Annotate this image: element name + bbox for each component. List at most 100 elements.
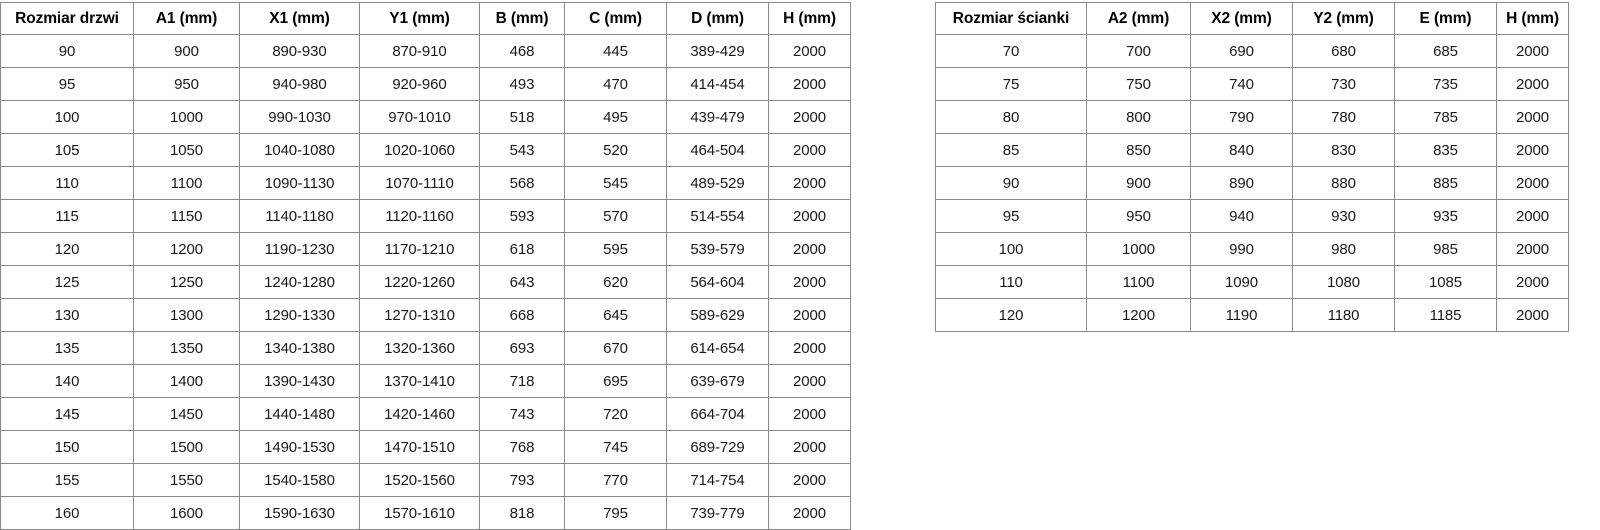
wall-size-cell: 70 [935,34,1087,68]
door-table-body: 90 900 890-930 870-910 468 445 389-429 2000 95 95… [0,34,851,530]
table-cell: 568 [479,166,565,200]
table-cell: 614-654 [666,331,769,365]
table-row: 95 950 940-980 920-960 493 470 414-454 2000 [0,67,851,101]
table-cell: 1350 [133,331,240,365]
table-cell: 1080 [1292,265,1395,299]
wall-size-cell: 80 [935,100,1087,134]
table-cell: 543 [479,133,565,167]
door-size-cell: 110 [0,166,134,200]
table-cell: 1300 [133,298,240,332]
table-cell: 785 [1394,100,1497,134]
table-cell: 2000 [768,430,851,464]
table-cell: 2000 [768,364,851,398]
table-cell: 930 [1292,199,1395,233]
door-size-cell: 150 [0,430,134,464]
table-row: 110 1100 1090 1080 1085 2000 [935,265,1569,299]
table-cell: 2000 [768,67,851,101]
table-cell: 439-479 [666,100,769,134]
wall-size-cell: 110 [935,265,1087,299]
door-size-cell: 95 [0,67,134,101]
door-size-cell: 90 [0,34,134,68]
table-cell: 1570-1610 [359,496,480,530]
table-row: 105 1050 1040-1080 1020-1060 543 520 464-504 20… [0,133,851,167]
table-cell: 985 [1394,232,1497,266]
table-cell: 739-779 [666,496,769,530]
table-cell: 1600 [133,496,240,530]
table-cell: 1085 [1394,265,1497,299]
door-column-header: X1 (mm) [239,2,360,35]
table-cell: 885 [1394,166,1497,200]
table-cell: 935 [1394,199,1497,233]
table-cell: 464-504 [666,133,769,167]
table-cell: 1540-1580 [239,463,360,497]
table-cell: 468 [479,34,565,68]
table-row: 160 1600 1590-1630 1570-1610 818 795 739-779 20… [0,496,851,530]
table-header-row: Rozmiar drzwi A1 (mm) X1 (mm) Y1 (mm) B (mm)… [0,2,851,35]
table-cell: 718 [479,364,565,398]
table-cell: 850 [1086,133,1191,167]
table-cell: 1400 [133,364,240,398]
table-cell: 1470-1510 [359,430,480,464]
table-cell: 1440-1480 [239,397,360,431]
door-size-cell: 115 [0,199,134,233]
table-cell: 890-930 [239,34,360,68]
table-row: 100 1000 990-1030 970-1010 518 495 439-479 2000 [0,100,851,134]
table-cell: 493 [479,67,565,101]
table-row: 115 1150 1140-1180 1120-1160 593 570 514-554 20… [0,199,851,233]
table-cell: 790 [1190,100,1293,134]
table-cell: 818 [479,496,565,530]
table-cell: 693 [479,331,565,365]
table-cell: 489-529 [666,166,769,200]
table-cell: 735 [1394,67,1497,101]
wall-column-header: A2 (mm) [1086,2,1191,35]
table-cell: 1520-1560 [359,463,480,497]
table-cell: 1180 [1292,298,1395,332]
table-cell: 2000 [768,496,851,530]
table-cell: 880 [1292,166,1395,200]
table-cell: 743 [479,397,565,431]
table-cell: 1220-1260 [359,265,480,299]
table-cell: 514-554 [666,199,769,233]
table-cell: 670 [564,331,667,365]
door-column-header: C (mm) [564,2,667,35]
table-cell: 2000 [1496,67,1569,101]
table-cell: 890 [1190,166,1293,200]
table-cell: 2000 [1496,298,1569,332]
table-cell: 1100 [1086,265,1191,299]
wall-column-header: Rozmiar ścianki [935,2,1087,35]
table-cell: 1000 [1086,232,1191,266]
table-cell: 1420-1460 [359,397,480,431]
table-cell: 1240-1280 [239,265,360,299]
table-cell: 730 [1292,67,1395,101]
table-cell: 950 [133,67,240,101]
wall-table-body: 70 700 690 680 685 2000 75 750 740 730 735 2000 80 80… [935,34,1569,332]
table-cell: 2000 [1496,232,1569,266]
wall-column-header: Y2 (mm) [1292,2,1395,35]
table-row: 85 850 840 830 835 2000 [935,133,1569,167]
table-cell: 680 [1292,34,1395,68]
door-size-cell: 100 [0,100,134,134]
table-cell: 1250 [133,265,240,299]
wall-size-cell: 120 [935,298,1087,332]
table-cell: 690 [1190,34,1293,68]
table-cell: 750 [1086,67,1191,101]
table-cell: 1090 [1190,265,1293,299]
table-row: 95 950 940 930 935 2000 [935,199,1569,233]
table-cell: 920-960 [359,67,480,101]
table-cell: 800 [1086,100,1191,134]
door-size-cell: 135 [0,331,134,365]
table-cell: 870-910 [359,34,480,68]
table-cell: 470 [564,67,667,101]
table-cell: 593 [479,199,565,233]
table-row: 70 700 690 680 685 2000 [935,34,1569,68]
wall-size-cell: 85 [935,133,1087,167]
table-cell: 720 [564,397,667,431]
table-cell: 1090-1130 [239,166,360,200]
table-row: 110 1100 1090-1130 1070-1110 568 545 489-529 20… [0,166,851,200]
table-cell: 620 [564,265,667,299]
wall-dimensions-table: Rozmiar ścianki A2 (mm) X2 (mm) Y2 (mm) E (m… [935,2,1569,332]
table-cell: 2000 [768,397,851,431]
specification-sheet: Rozmiar drzwi A1 (mm) X1 (mm) Y1 (mm) B (mm)… [0,2,1569,530]
table-cell: 685 [1394,34,1497,68]
table-cell: 2000 [768,298,851,332]
